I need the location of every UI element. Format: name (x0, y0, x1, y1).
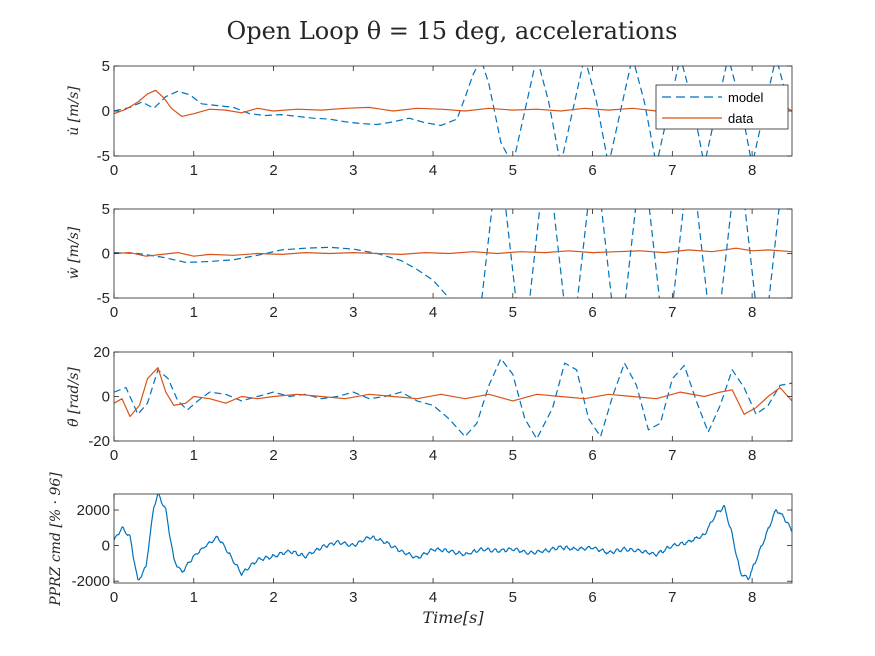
x-tick-label: 5 (509, 304, 517, 321)
series-model-line (114, 209, 780, 298)
x-tick-label: 2 (269, 304, 277, 321)
series-model-line (114, 66, 789, 156)
figure-title: Open Loop θ = 15 deg, accelerations (227, 17, 678, 45)
y-tick-label: 5 (102, 201, 110, 218)
y-tick-label: 0 (102, 389, 110, 406)
y-tick-label: 0 (102, 246, 110, 263)
x-tick-label: 1 (190, 589, 198, 606)
x-tick-label: 8 (748, 447, 756, 464)
x-tick-label: 1 (190, 447, 198, 464)
x-tick-label: 3 (349, 162, 357, 179)
x-tick-label: 4 (429, 589, 437, 606)
x-tick-label: 8 (748, 162, 756, 179)
x-tick-label: 2 (269, 447, 277, 464)
axes-box (113, 493, 793, 584)
y-tick-label: 20 (93, 344, 110, 361)
x-tick-label: 6 (588, 162, 596, 179)
legend-label-model: model (728, 90, 764, 105)
x-tick-label: 1 (190, 304, 198, 321)
y-tick-label: 2000 (77, 502, 110, 519)
y-axis-label: u̇ [m/s] (66, 86, 82, 136)
x-tick-label: 0 (110, 304, 118, 321)
x-tick-label: 3 (349, 304, 357, 321)
x-tick-label: 2 (269, 589, 277, 606)
x-tick-label: 7 (668, 447, 676, 464)
y-tick-label: -5 (97, 290, 110, 307)
x-tick-label: 4 (429, 304, 437, 321)
legend-label-data: data (728, 111, 754, 126)
x-tick-label: 6 (588, 589, 596, 606)
x-tick-label: 0 (110, 162, 118, 179)
x-tick-label: 4 (429, 162, 437, 179)
series-cmd-line (114, 494, 792, 581)
y-tick-label: -20 (88, 433, 110, 450)
legend-box (655, 84, 789, 130)
x-tick-label: 0 (110, 447, 118, 464)
y-tick-label: 0 (102, 103, 110, 120)
x-tick-label: 7 (668, 304, 676, 321)
series-data-line (114, 247, 792, 257)
y-axis-label: θ̈ [rad/s] (66, 367, 82, 427)
x-tick-label: 3 (349, 447, 357, 464)
x-tick-label: 7 (668, 162, 676, 179)
x-tick-label: 5 (509, 589, 517, 606)
x-tick-label: 5 (509, 447, 517, 464)
y-tick-label: -2000 (72, 573, 110, 590)
x-axis-label: Time[s] (422, 608, 484, 627)
series-data-line (114, 367, 792, 418)
x-tick-label: 1 (190, 162, 198, 179)
x-tick-label: 5 (509, 162, 517, 179)
y-axis-label: PPRZ cmd [% · 96] (48, 472, 64, 607)
x-tick-label: 8 (748, 589, 756, 606)
y-tick-label: 5 (102, 58, 110, 75)
x-tick-label: 0 (110, 589, 118, 606)
x-tick-label: 3 (349, 589, 357, 606)
x-tick-label: 2 (269, 162, 277, 179)
y-axis-label: ẇ [m/s] (66, 226, 82, 279)
legend: model data (655, 84, 789, 130)
y-tick-label: -5 (97, 148, 110, 165)
x-tick-label: 7 (668, 589, 676, 606)
y-tick-label: 0 (102, 538, 110, 555)
series-model-line (114, 358, 792, 440)
x-tick-label: 8 (748, 304, 756, 321)
x-tick-label: 6 (588, 304, 596, 321)
x-tick-label: 6 (588, 447, 596, 464)
x-tick-label: 4 (429, 447, 437, 464)
